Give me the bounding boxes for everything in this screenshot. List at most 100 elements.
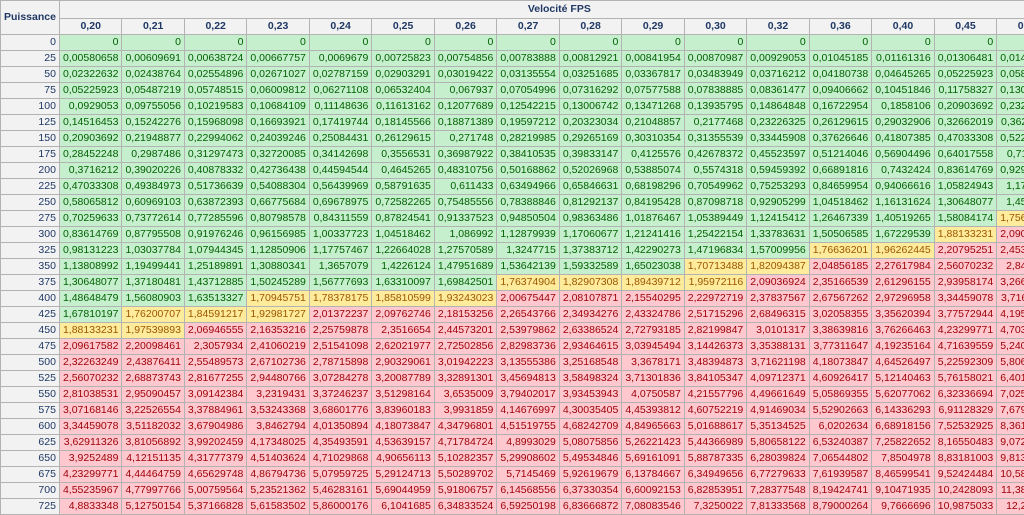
table-cell[interactable]: 0,52026968 [559, 163, 621, 179]
table-cell[interactable]: 4,44464759 [122, 467, 184, 483]
table-cell[interactable]: 0,63872393 [184, 195, 246, 211]
table-cell[interactable]: 1,07944345 [184, 243, 246, 259]
table-cell[interactable]: 1,19499441 [122, 259, 184, 275]
table-cell[interactable]: 0,0929053 [59, 99, 121, 115]
table-cell[interactable]: 0,84659954 [809, 179, 871, 195]
table-cell[interactable]: 0,15242276 [122, 115, 184, 131]
table-cell[interactable]: 0,31355539 [684, 131, 746, 147]
table-cell[interactable]: 0,37626646 [809, 131, 871, 147]
table-cell[interactable]: 3,35388131 [747, 339, 809, 355]
table-cell[interactable]: 0,65846631 [559, 179, 621, 195]
table-cell[interactable]: 3,67904986 [184, 419, 246, 435]
table-cell[interactable]: 6,28039824 [747, 451, 809, 467]
table-cell[interactable]: 3,20087789 [372, 371, 434, 387]
table-cell[interactable]: 0,12077689 [434, 99, 496, 115]
table-cell[interactable]: 7,25822652 [872, 435, 934, 451]
table-cell[interactable]: 4,71029868 [309, 451, 371, 467]
table-cell[interactable]: 5,01688617 [684, 419, 746, 435]
table-cell[interactable]: 2,37837567 [747, 291, 809, 307]
row-header-cell[interactable]: 25 [1, 51, 60, 67]
table-cell[interactable]: 1,59332589 [559, 259, 621, 275]
table-cell[interactable]: 2,63386524 [559, 323, 621, 339]
table-cell[interactable]: 1,12850906 [247, 243, 309, 259]
table-cell[interactable]: 0,12542215 [497, 99, 559, 115]
table-cell[interactable]: 1,47196834 [684, 243, 746, 259]
table-cell[interactable]: 0,611433 [434, 179, 496, 195]
table-cell[interactable]: 3,93453943 [559, 387, 621, 403]
table-cell[interactable]: 1,82094387 [747, 259, 809, 275]
column-header[interactable]: 0,40 [872, 19, 934, 35]
table-cell[interactable]: 0,07054996 [497, 83, 559, 99]
table-cell[interactable]: 4,91469034 [747, 403, 809, 419]
table-cell[interactable]: 4,84965663 [622, 419, 684, 435]
table-cell[interactable]: 0,5574318 [684, 163, 746, 179]
table-cell[interactable]: 3,2319431 [247, 387, 309, 403]
row-header-cell[interactable]: 700 [1, 483, 60, 499]
table-cell[interactable]: 7,81333568 [747, 499, 809, 515]
table-cell[interactable]: 4,60752219 [684, 403, 746, 419]
table-cell[interactable]: 2,3516654 [372, 323, 434, 339]
table-cell[interactable]: 6,37330354 [559, 483, 621, 499]
table-cell[interactable]: 2,32263249 [59, 355, 121, 371]
table-cell[interactable]: 0,39833147 [559, 147, 621, 163]
table-cell[interactable]: 0,32662019 [934, 115, 996, 131]
table-cell[interactable]: 0,13935795 [684, 99, 746, 115]
table-cell[interactable]: 1,84591217 [184, 307, 246, 323]
table-cell[interactable]: 0,02322632 [59, 67, 121, 83]
table-cell[interactable]: 4,01350894 [309, 419, 371, 435]
row-header-cell[interactable]: 675 [1, 467, 60, 483]
table-cell[interactable]: 1,76374904 [497, 275, 559, 291]
table-cell[interactable]: 0,02787159 [309, 67, 371, 83]
row-header-cell[interactable]: 350 [1, 259, 60, 275]
table-cell[interactable]: 0,03251685 [559, 67, 621, 83]
table-cell[interactable]: 0 [122, 35, 184, 51]
table-cell[interactable]: 0,98363486 [559, 211, 621, 227]
row-header-cell[interactable]: 175 [1, 147, 60, 163]
table-cell[interactable]: 0,271748 [434, 131, 496, 147]
table-cell[interactable]: 0,77285596 [184, 211, 246, 227]
table-cell[interactable]: 0 [434, 35, 496, 51]
row-header-cell[interactable]: 450 [1, 323, 60, 339]
table-cell[interactable]: 1,37383712 [559, 243, 621, 259]
table-cell[interactable]: 0,07577588 [622, 83, 684, 99]
row-header-cell[interactable]: 625 [1, 435, 60, 451]
table-cell[interactable]: 0 [59, 35, 121, 51]
table-cell[interactable]: 5,69044959 [372, 483, 434, 499]
table-cell[interactable]: 0,68198296 [622, 179, 684, 195]
column-header[interactable]: 0,23 [247, 19, 309, 35]
table-cell[interactable]: 0,04180738 [809, 67, 871, 83]
column-header[interactable]: 0,50 [997, 19, 1024, 35]
table-cell[interactable]: 1,50245289 [247, 275, 309, 291]
table-cell[interactable]: 0,66775684 [247, 195, 309, 211]
table-cell[interactable]: 1,22664028 [372, 243, 434, 259]
table-cell[interactable]: 0,00754856 [434, 51, 496, 67]
column-group-label[interactable]: Velocité FPS [59, 1, 1024, 19]
table-cell[interactable]: 4,64526497 [872, 355, 934, 371]
row-header-cell[interactable]: 250 [1, 195, 60, 211]
table-cell[interactable]: 3,22526554 [122, 403, 184, 419]
table-cell[interactable]: 1,69842501 [434, 275, 496, 291]
table-cell[interactable]: 3,01942223 [434, 355, 496, 371]
table-cell[interactable]: 1,00337723 [309, 227, 371, 243]
table-cell[interactable]: 0,29032906 [872, 115, 934, 131]
table-cell[interactable]: 5,29124713 [372, 467, 434, 483]
row-header-cell[interactable]: 525 [1, 371, 60, 387]
table-cell[interactable]: 0,21048857 [622, 115, 684, 131]
table-cell[interactable]: 0,25084431 [309, 131, 371, 147]
table-cell[interactable]: 0,03483949 [684, 67, 746, 83]
table-cell[interactable]: 4,09712371 [747, 371, 809, 387]
table-cell[interactable]: 0,05806581 [997, 67, 1024, 83]
table-cell[interactable]: 2,61296155 [872, 275, 934, 291]
column-header[interactable]: 0,45 [934, 19, 996, 35]
table-cell[interactable]: 5,23521362 [247, 483, 309, 499]
table-cell[interactable]: 4,68242709 [559, 419, 621, 435]
table-cell[interactable]: 7,28377548 [747, 483, 809, 499]
table-cell[interactable]: 1,3657079 [309, 259, 371, 275]
table-cell[interactable]: 3,68601776 [309, 403, 371, 419]
table-cell[interactable]: 1,17757467 [309, 243, 371, 259]
table-cell[interactable]: 0,58791635 [372, 179, 434, 195]
table-cell[interactable]: 0,16722954 [809, 99, 871, 115]
table-cell[interactable]: 10,5824943 [997, 467, 1024, 483]
table-cell[interactable]: 1,25422154 [684, 227, 746, 243]
table-cell[interactable]: 6,34949656 [684, 467, 746, 483]
